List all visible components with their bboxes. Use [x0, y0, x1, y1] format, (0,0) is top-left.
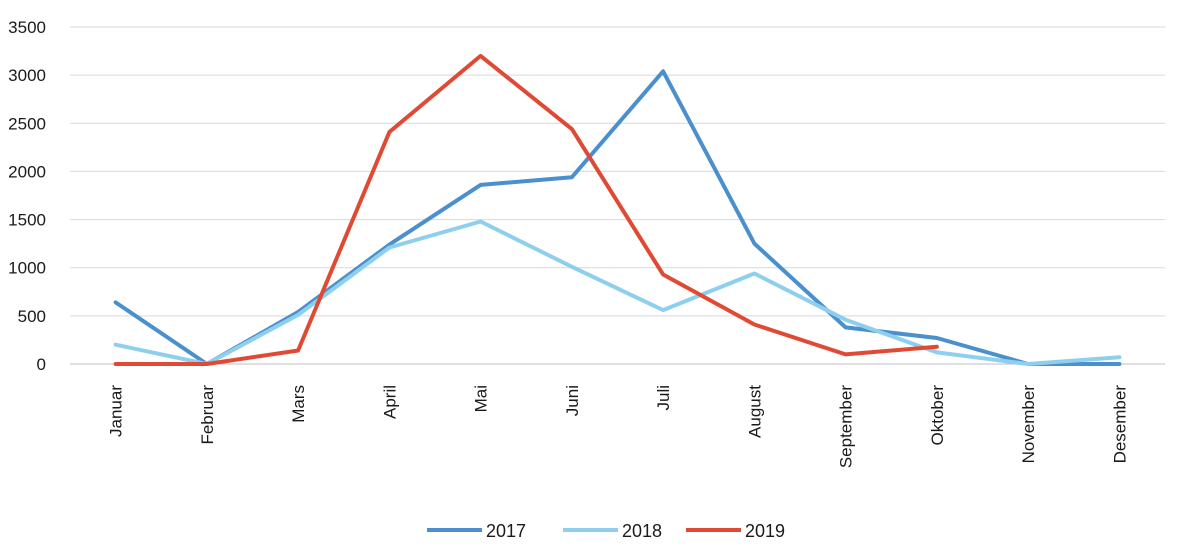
legend-item-2017: 2017 — [427, 521, 526, 541]
x-tick-label: November — [1019, 385, 1038, 464]
legend-item-2019: 2019 — [686, 521, 785, 541]
y-tick-label: 3500 — [8, 18, 46, 37]
x-tick-label: September — [837, 385, 856, 468]
series-lines — [113, 53, 1122, 366]
x-axis-ticks: Januar Februar Mars April Mai Juni Juli August S… — [107, 385, 1130, 469]
x-tick-label: April — [380, 385, 399, 419]
legend: 2017 2018 2019 — [427, 521, 785, 541]
x-tick-label: Juli — [654, 385, 673, 411]
y-tick-label: 0 — [37, 355, 46, 374]
x-tick-label: August — [745, 385, 764, 438]
y-tick-label: 1500 — [8, 211, 46, 230]
legend-item-2018: 2018 — [563, 521, 662, 541]
legend-label: 2017 — [486, 521, 526, 541]
x-tick-label: Februar — [198, 385, 217, 445]
x-tick-label: Desember — [1110, 385, 1129, 464]
x-tick-label: Juni — [563, 385, 582, 416]
series-line-2018 — [113, 219, 1122, 366]
y-tick-label: 3000 — [8, 66, 46, 85]
series-line-2019 — [113, 53, 939, 366]
x-tick-label: Januar — [107, 385, 126, 437]
gridlines — [70, 26, 1165, 365]
y-tick-label: 2500 — [8, 114, 46, 133]
x-tick-label: Mai — [472, 385, 491, 412]
legend-label: 2019 — [745, 521, 785, 541]
series-line-2017 — [113, 69, 1122, 366]
y-tick-label: 500 — [18, 307, 46, 326]
x-tick-label: Mars — [289, 385, 308, 423]
y-tick-label: 2000 — [8, 162, 46, 181]
x-tick-label: Oktober — [928, 385, 947, 446]
legend-label: 2018 — [622, 521, 662, 541]
y-tick-label: 1000 — [8, 259, 46, 278]
y-axis-ticks: 0 500 1000 1500 2000 2500 3000 3500 — [8, 18, 46, 374]
